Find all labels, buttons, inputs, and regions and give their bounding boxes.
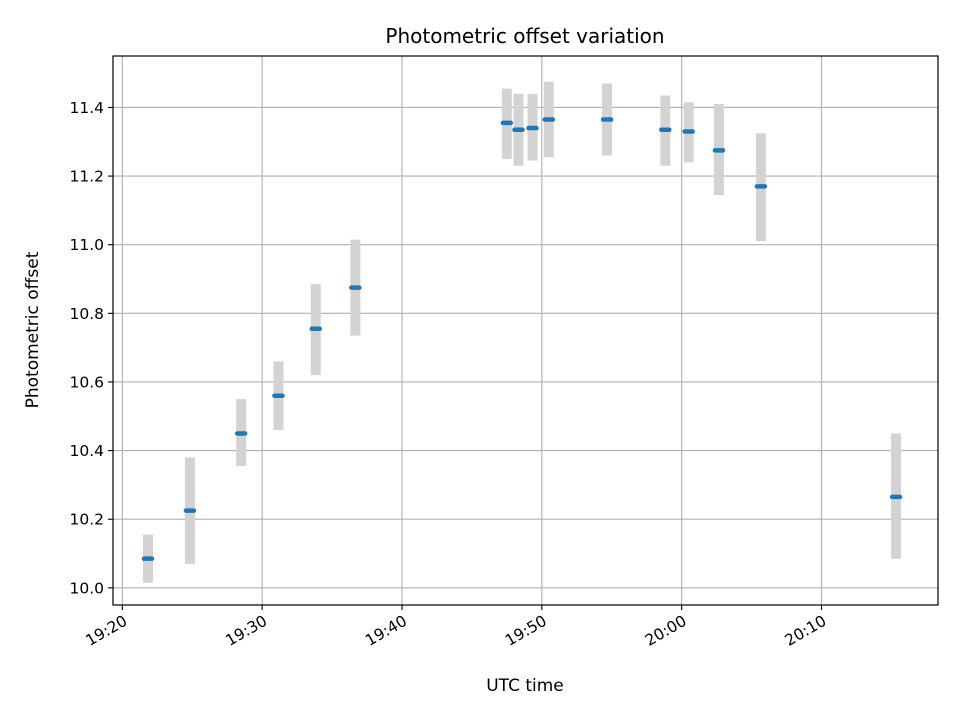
- y-tick-label: 11.0: [69, 236, 104, 254]
- y-tick-label: 11.2: [69, 168, 104, 186]
- plot-frame: [112, 55, 939, 606]
- y-tick-label: 10.0: [69, 579, 104, 597]
- y-axis-label: Photometric offset: [23, 251, 43, 408]
- grid: [113, 56, 938, 605]
- x-axis-label: UTC time: [486, 676, 564, 696]
- chart-title: Photometric offset variation: [385, 24, 664, 48]
- y-tick-label: 10.4: [69, 442, 104, 460]
- data-points: [141, 117, 903, 561]
- y-tick-label: 10.2: [69, 511, 104, 529]
- y-tick-label: 10.6: [69, 373, 104, 391]
- y-tick-label: 10.8: [69, 305, 104, 323]
- y-tick-label: 11.4: [69, 99, 104, 117]
